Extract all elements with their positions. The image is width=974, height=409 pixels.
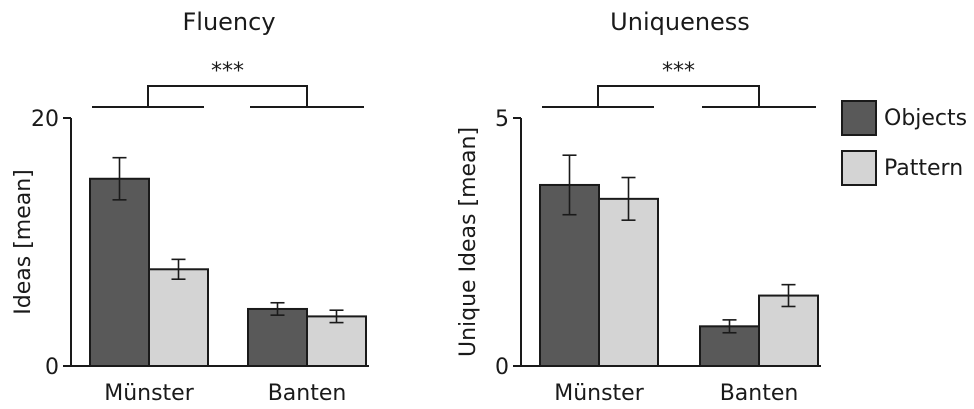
bracket-connector (597, 85, 760, 107)
bar (758, 294, 819, 367)
y-tick-label: 5 (495, 107, 509, 132)
y-tick-label: 20 (31, 107, 59, 132)
fluency-chart: Fluency Ideas [mean] 0 20 Münster Banten *** (11, 8, 369, 406)
bar (247, 307, 308, 367)
legend-label-objects: Objects (884, 106, 967, 131)
x-tick-label: Banten (720, 381, 799, 406)
y-axis-label: Ideas [mean] (11, 169, 36, 314)
uniqueness-chart: Uniqueness Unique Ideas [mean] 0 5 Münster… (456, 8, 821, 406)
x-tick-label: Banten (268, 381, 347, 406)
legend-swatch-objects (841, 100, 877, 136)
legend: Objects Pattern (841, 100, 967, 186)
significance-label: *** (662, 59, 695, 84)
chart-title: Fluency (182, 8, 275, 36)
y-axis-label: Unique Ideas [mean] (456, 127, 481, 357)
x-tick-label: Münster (554, 381, 644, 406)
bar (598, 197, 659, 367)
chart-title: Uniqueness (610, 8, 750, 36)
x-tick-label: Münster (104, 381, 194, 406)
y-tick-label: 0 (45, 355, 59, 380)
bracket-connector (147, 85, 308, 107)
bar (306, 315, 367, 367)
bar (148, 268, 209, 367)
legend-swatch-pattern (841, 150, 877, 186)
bar (89, 177, 150, 367)
significance-label: *** (211, 59, 244, 84)
y-tick-label: 0 (495, 355, 509, 380)
legend-label-pattern: Pattern (884, 156, 963, 181)
